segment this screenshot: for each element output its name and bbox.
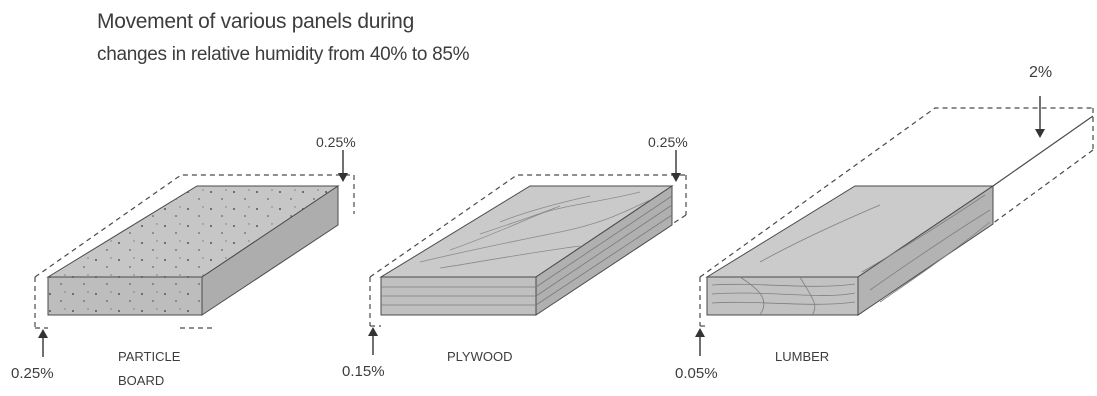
lumber-front-face: [706, 276, 859, 316]
plywood-side-arrow-icon: [368, 327, 378, 336]
particle-board-panel: 0.25% 0.25% PARTICLE BOARD: [11, 134, 356, 388]
plywood-expansion-outline: [369, 174, 687, 327]
plywood-veneer-layers: [381, 195, 673, 306]
lumber-panel: 2% 0.05% LUMBER: [675, 64, 1094, 382]
particle-board-expansion-outline: [34, 174, 355, 329]
particle-board-front-texture: [48, 277, 202, 315]
plywood-side-movement: 0.15%: [342, 363, 385, 380]
lumber-label: LUMBER: [775, 349, 829, 364]
lumber-expansion-outline: [699, 107, 1094, 327]
lumber-side-face: [857, 185, 994, 316]
plywood-label: PLYWOOD: [447, 349, 513, 364]
particle-board-label-line-1: PARTICLE: [118, 349, 181, 364]
plywood-top-arrow-icon: [671, 173, 681, 182]
particle-board-top-arrow-icon: [338, 173, 348, 182]
lumber-extension-line: [992, 115, 1094, 187]
lumber-side-movement: 0.05%: [675, 365, 718, 382]
particle-board-top-texture: [48, 186, 338, 277]
plywood-grain: [419, 191, 651, 269]
diagram-title-line-2: changes in relative humidity from 40% to…: [97, 44, 470, 65]
lumber-side-arrow-icon: [695, 328, 705, 337]
particle-board-label-line-2: BOARD: [118, 373, 164, 388]
particle-board-side-arrow-icon: [38, 329, 48, 338]
lumber-top-arrow-icon: [1035, 129, 1045, 138]
diagram-title-line-1: Movement of various panels during: [97, 10, 414, 33]
particle-board-top-movement: 0.25%: [316, 134, 356, 150]
lumber-top-movement: 2%: [1029, 64, 1052, 81]
lumber-grain: [711, 194, 991, 316]
particle-board-side-movement: 0.25%: [11, 365, 54, 382]
plywood-panel: 0.25% 0.15% PLYWOOD: [342, 134, 688, 380]
plywood-top-movement: 0.25%: [648, 134, 688, 150]
